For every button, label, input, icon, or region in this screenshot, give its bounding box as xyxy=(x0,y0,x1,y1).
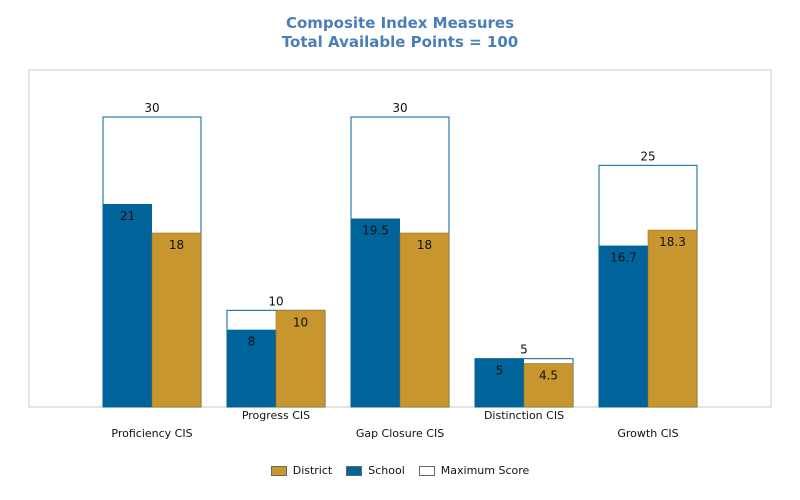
legend-item-district: District xyxy=(270,464,333,477)
district-label-proficiency-cis: 18 xyxy=(169,238,184,252)
district-label-gap-closure-cis: 18 xyxy=(417,238,432,252)
bars-group: 30 21 18 Proficiency CIS 10 8 10 Progress CIS 30… xyxy=(102,101,698,440)
max-label-gap-closure-cis: 30 xyxy=(392,101,407,115)
category-label-distinction-cis: Distinction CIS xyxy=(484,409,564,422)
district-bar-proficiency-cis xyxy=(151,232,202,408)
max-label-distinction-cis: 5 xyxy=(520,343,528,357)
chart-title: Composite Index Measures Total Available… xyxy=(0,14,800,52)
school-label-growth-cis: 16.7 xyxy=(610,251,637,265)
category-label-growth-cis: Growth CIS xyxy=(617,427,678,440)
legend-swatch-school xyxy=(346,465,363,476)
category-label-gap-closure-cis: Gap Closure CIS xyxy=(356,427,444,440)
legend-item-school: School xyxy=(346,464,405,477)
max-label-progress-cis: 10 xyxy=(268,294,283,308)
district-label-distinction-cis: 4.5 xyxy=(539,369,558,383)
category-label-progress-cis: Progress CIS xyxy=(242,409,310,422)
district-bar-growth-cis xyxy=(647,229,698,408)
max-label-growth-cis: 25 xyxy=(640,149,655,163)
legend-label-school: School xyxy=(368,464,405,477)
school-label-progress-cis: 8 xyxy=(248,335,256,349)
legend-swatch-district xyxy=(270,465,287,476)
school-bar-proficiency-cis xyxy=(103,204,152,407)
title-line: Composite Index Measures xyxy=(285,14,515,32)
max-label-proficiency-cis: 30 xyxy=(144,101,159,115)
school-bar-progress-cis xyxy=(227,329,276,407)
district-bar-progress-cis xyxy=(275,310,326,408)
legend-item-maximum-score: Maximum Score xyxy=(418,464,530,477)
school-label-distinction-cis: 5 xyxy=(496,364,504,378)
district-label-progress-cis: 10 xyxy=(293,315,308,329)
category-label-proficiency-cis: Proficiency CIS xyxy=(111,427,192,440)
school-label-proficiency-cis: 21 xyxy=(120,209,135,223)
school-bar-distinction-cis xyxy=(475,358,524,407)
district-bar-gap-closure-cis xyxy=(399,232,450,408)
legend-swatch-maximum-score xyxy=(418,465,435,476)
plot-svg: 30 21 18 Proficiency CIS 10 8 10 Progress CIS 30… xyxy=(28,69,772,440)
legend-label-maximum-score: Maximum Score xyxy=(440,464,530,477)
legend-label-district: District xyxy=(292,464,333,477)
school-bar-gap-closure-cis xyxy=(351,218,400,407)
school-bar-growth-cis xyxy=(599,245,648,407)
school-label-gap-closure-cis: 19.5 xyxy=(362,224,389,238)
district-label-growth-cis: 18.3 xyxy=(659,235,686,249)
legend: District School Maximum Score xyxy=(0,464,800,477)
subtitle-line: Total Available Points = 100 xyxy=(281,33,519,51)
district-bar-distinction-cis xyxy=(523,363,574,408)
